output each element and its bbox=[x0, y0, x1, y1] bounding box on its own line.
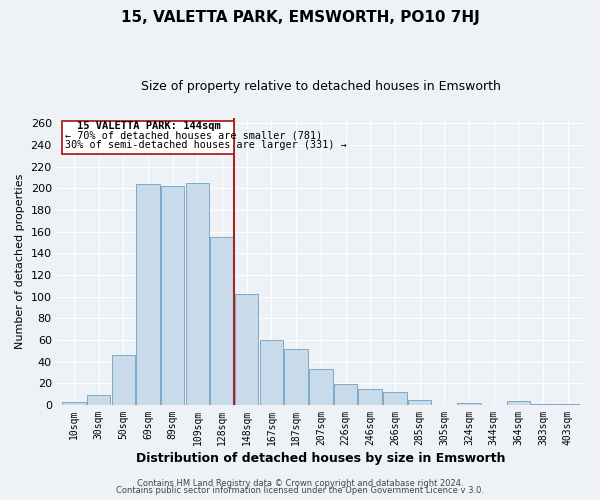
Bar bbox=[62, 121, 235, 154]
Bar bbox=[211, 237, 234, 405]
Bar bbox=[161, 186, 184, 405]
Text: ← 70% of detached houses are smaller (781): ← 70% of detached houses are smaller (78… bbox=[65, 130, 323, 140]
Bar bbox=[62, 402, 86, 405]
Bar bbox=[235, 294, 259, 405]
X-axis label: Distribution of detached houses by size in Emsworth: Distribution of detached houses by size … bbox=[136, 452, 506, 465]
Bar bbox=[112, 355, 135, 405]
Bar bbox=[87, 395, 110, 405]
Text: Contains HM Land Registry data © Crown copyright and database right 2024.: Contains HM Land Registry data © Crown c… bbox=[137, 478, 463, 488]
Text: 15 VALETTA PARK: 144sqm: 15 VALETTA PARK: 144sqm bbox=[77, 121, 221, 131]
Title: Size of property relative to detached houses in Emsworth: Size of property relative to detached ho… bbox=[141, 80, 501, 93]
Text: Contains public sector information licensed under the Open Government Licence v : Contains public sector information licen… bbox=[116, 486, 484, 495]
Bar bbox=[334, 384, 357, 405]
Bar bbox=[457, 403, 481, 405]
Bar bbox=[383, 392, 407, 405]
Text: 30% of semi-detached houses are larger (331) →: 30% of semi-detached houses are larger (… bbox=[65, 140, 347, 150]
Text: 15, VALETTA PARK, EMSWORTH, PO10 7HJ: 15, VALETTA PARK, EMSWORTH, PO10 7HJ bbox=[121, 10, 479, 25]
Bar bbox=[532, 404, 555, 405]
Bar bbox=[309, 369, 332, 405]
Bar bbox=[556, 404, 580, 405]
Y-axis label: Number of detached properties: Number of detached properties bbox=[15, 174, 25, 349]
Bar bbox=[506, 400, 530, 405]
Bar bbox=[358, 388, 382, 405]
Bar bbox=[260, 340, 283, 405]
Bar bbox=[185, 183, 209, 405]
Bar bbox=[284, 348, 308, 405]
Bar bbox=[408, 400, 431, 405]
Bar bbox=[136, 184, 160, 405]
